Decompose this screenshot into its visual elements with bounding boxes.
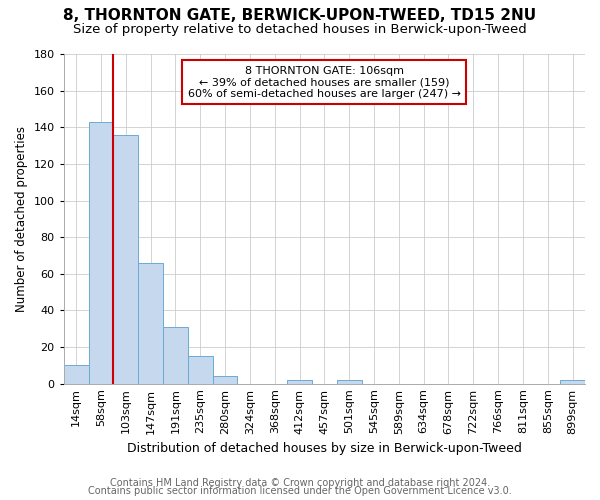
Bar xyxy=(560,380,585,384)
Bar xyxy=(163,327,188,384)
Text: Contains HM Land Registry data © Crown copyright and database right 2024.: Contains HM Land Registry data © Crown c… xyxy=(110,478,490,488)
Bar xyxy=(113,134,138,384)
Bar xyxy=(89,122,113,384)
Bar xyxy=(188,356,212,384)
Bar xyxy=(212,376,238,384)
Bar xyxy=(138,263,163,384)
Y-axis label: Number of detached properties: Number of detached properties xyxy=(15,126,28,312)
X-axis label: Distribution of detached houses by size in Berwick-upon-Tweed: Distribution of detached houses by size … xyxy=(127,442,522,455)
Text: 8, THORNTON GATE, BERWICK-UPON-TWEED, TD15 2NU: 8, THORNTON GATE, BERWICK-UPON-TWEED, TD… xyxy=(64,8,536,22)
Bar xyxy=(337,380,362,384)
Bar xyxy=(287,380,312,384)
Text: Contains public sector information licensed under the Open Government Licence v3: Contains public sector information licen… xyxy=(88,486,512,496)
Text: 8 THORNTON GATE: 106sqm
← 39% of detached houses are smaller (159)
60% of semi-d: 8 THORNTON GATE: 106sqm ← 39% of detache… xyxy=(188,66,461,98)
Bar xyxy=(64,366,89,384)
Text: Size of property relative to detached houses in Berwick-upon-Tweed: Size of property relative to detached ho… xyxy=(73,22,527,36)
